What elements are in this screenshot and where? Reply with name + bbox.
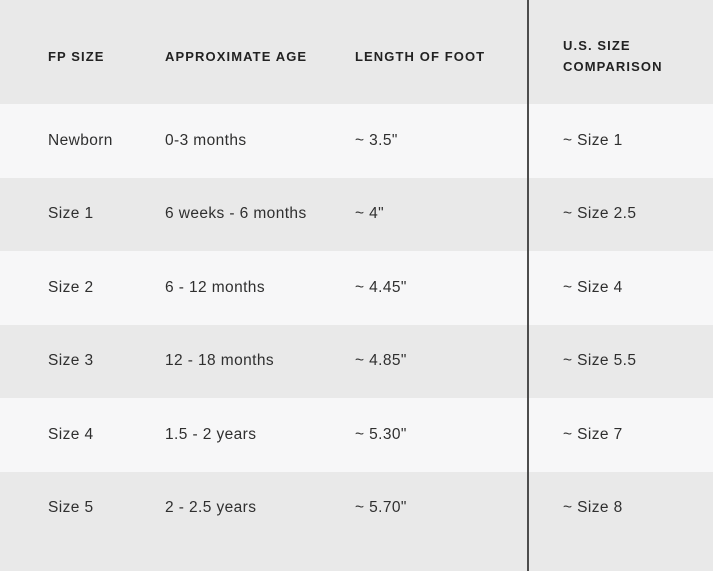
cell-fp-size: Size 4 <box>48 425 94 443</box>
table-row: Newborn 0-3 months ~ 3.5" ~ Size 1 <box>0 104 713 178</box>
table-row: Size 3 12 - 18 months ~ 4.85" ~ Size 5.5 <box>0 324 713 398</box>
cell-us-size: ~ Size 5.5 <box>563 352 637 370</box>
cell-fp-size: Size 2 <box>48 278 94 296</box>
table-row: Size 4 1.5 - 2 years ~ 5.30" ~ Size 7 <box>0 398 713 472</box>
column-divider-line <box>527 0 529 571</box>
cell-foot-length: ~ 5.70" <box>355 498 407 516</box>
cell-age: 6 weeks - 6 months <box>165 205 307 223</box>
cell-us-size: ~ Size 8 <box>563 498 623 516</box>
cell-fp-size: Newborn <box>48 131 113 149</box>
table-header-row: FP SIZE APPROXIMATE AGE LENGTH OF FOOT U… <box>0 0 713 104</box>
cell-fp-size: Size 5 <box>48 498 94 516</box>
table-row: Size 5 2 - 2.5 years ~ 5.70" ~ Size 8 <box>0 471 713 571</box>
cell-us-size: ~ Size 7 <box>563 425 623 443</box>
cell-age: 2 - 2.5 years <box>165 498 257 516</box>
table-row: Size 1 6 weeks - 6 months ~ 4" ~ Size 2.… <box>0 177 713 251</box>
cell-foot-length: ~ 4" <box>355 205 385 223</box>
header-approximate-age: APPROXIMATE AGE <box>165 48 308 64</box>
header-fp-size: FP SIZE <box>48 48 105 64</box>
header-length-of-foot: LENGTH OF FOOT <box>355 48 486 64</box>
cell-foot-length: ~ 3.5" <box>355 131 398 149</box>
cell-us-size: ~ Size 2.5 <box>563 205 637 223</box>
cell-foot-length: ~ 4.85" <box>355 352 407 370</box>
cell-age: 1.5 - 2 years <box>165 425 257 443</box>
cell-age: 6 - 12 months <box>165 278 265 296</box>
header-us-size-comparison: U.S. SIZE COMPARISON <box>563 38 663 74</box>
cell-age: 0-3 months <box>165 131 247 149</box>
cell-fp-size: Size 3 <box>48 352 94 370</box>
cell-age: 12 - 18 months <box>165 352 274 370</box>
cell-us-size: ~ Size 4 <box>563 278 623 296</box>
cell-foot-length: ~ 5.30" <box>355 425 407 443</box>
table-row: Size 2 6 - 12 months ~ 4.45" ~ Size 4 <box>0 251 713 325</box>
cell-foot-length: ~ 4.45" <box>355 278 407 296</box>
cell-fp-size: Size 1 <box>48 205 94 223</box>
cell-us-size: ~ Size 1 <box>563 131 623 149</box>
